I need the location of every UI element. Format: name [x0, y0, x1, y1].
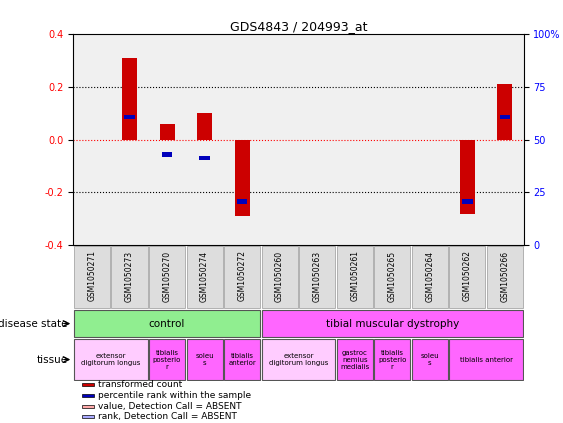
Bar: [82, 415, 95, 418]
Bar: [82, 394, 95, 397]
FancyBboxPatch shape: [224, 339, 260, 380]
Text: GSM1050273: GSM1050273: [125, 250, 134, 302]
Bar: [122, 58, 137, 140]
Bar: [159, 124, 175, 140]
Text: tibialis
posterio
r: tibialis posterio r: [378, 349, 406, 370]
FancyBboxPatch shape: [74, 246, 110, 308]
Title: GDS4843 / 204993_at: GDS4843 / 204993_at: [230, 20, 367, 33]
FancyBboxPatch shape: [449, 339, 523, 380]
Bar: [162, 152, 172, 157]
Text: soleu
s: soleu s: [421, 353, 439, 366]
Text: GSM1050261: GSM1050261: [350, 250, 359, 302]
FancyBboxPatch shape: [412, 246, 448, 308]
Text: GSM1050260: GSM1050260: [275, 250, 284, 302]
Text: GSM1050272: GSM1050272: [238, 250, 247, 302]
Bar: [82, 404, 95, 408]
Bar: [237, 199, 247, 204]
FancyBboxPatch shape: [74, 339, 148, 380]
Text: GSM1050262: GSM1050262: [463, 250, 472, 302]
FancyBboxPatch shape: [262, 246, 298, 308]
Bar: [497, 84, 512, 140]
FancyBboxPatch shape: [111, 246, 148, 308]
Bar: [235, 140, 249, 216]
FancyBboxPatch shape: [299, 246, 335, 308]
Bar: [499, 115, 510, 119]
Text: disease state: disease state: [0, 319, 68, 329]
Text: GSM1050270: GSM1050270: [163, 250, 172, 302]
Text: tibial muscular dystrophy: tibial muscular dystrophy: [325, 319, 459, 329]
Bar: [197, 113, 212, 140]
Bar: [462, 199, 472, 204]
Bar: [460, 140, 475, 214]
Text: GSM1050265: GSM1050265: [388, 250, 397, 302]
Text: GSM1050263: GSM1050263: [312, 250, 321, 302]
FancyBboxPatch shape: [337, 339, 373, 380]
FancyBboxPatch shape: [374, 339, 410, 380]
FancyBboxPatch shape: [149, 339, 185, 380]
Text: tibialis
posterio
r: tibialis posterio r: [153, 349, 181, 370]
FancyBboxPatch shape: [487, 246, 523, 308]
Text: GSM1050271: GSM1050271: [87, 250, 96, 302]
FancyBboxPatch shape: [449, 246, 485, 308]
Text: GSM1050266: GSM1050266: [501, 250, 510, 302]
FancyBboxPatch shape: [74, 310, 260, 337]
Text: soleu
s: soleu s: [195, 353, 214, 366]
Text: tissue: tissue: [37, 354, 68, 365]
Text: control: control: [149, 319, 185, 329]
Text: extensor
digitorum longus: extensor digitorum longus: [81, 353, 140, 366]
Text: rank, Detection Call = ABSENT: rank, Detection Call = ABSENT: [99, 412, 237, 421]
FancyBboxPatch shape: [224, 246, 260, 308]
Text: value, Detection Call = ABSENT: value, Detection Call = ABSENT: [99, 401, 242, 411]
FancyBboxPatch shape: [149, 246, 185, 308]
Text: extensor
digitorum longus: extensor digitorum longus: [269, 353, 328, 366]
Text: GSM1050264: GSM1050264: [425, 250, 434, 302]
Text: tibialis anterior: tibialis anterior: [459, 357, 512, 363]
Text: GSM1050274: GSM1050274: [200, 250, 209, 302]
FancyBboxPatch shape: [262, 310, 523, 337]
FancyBboxPatch shape: [186, 246, 222, 308]
Bar: [82, 383, 95, 387]
Text: transformed count: transformed count: [99, 380, 182, 390]
Text: percentile rank within the sample: percentile rank within the sample: [99, 391, 252, 400]
Bar: [124, 115, 135, 119]
Bar: [199, 156, 210, 160]
FancyBboxPatch shape: [262, 339, 335, 380]
Text: tibialis
anterior: tibialis anterior: [228, 353, 256, 366]
FancyBboxPatch shape: [374, 246, 410, 308]
FancyBboxPatch shape: [412, 339, 448, 380]
FancyBboxPatch shape: [186, 339, 222, 380]
FancyBboxPatch shape: [337, 246, 373, 308]
Text: gastroc
nemius
medialis: gastroc nemius medialis: [340, 349, 369, 370]
